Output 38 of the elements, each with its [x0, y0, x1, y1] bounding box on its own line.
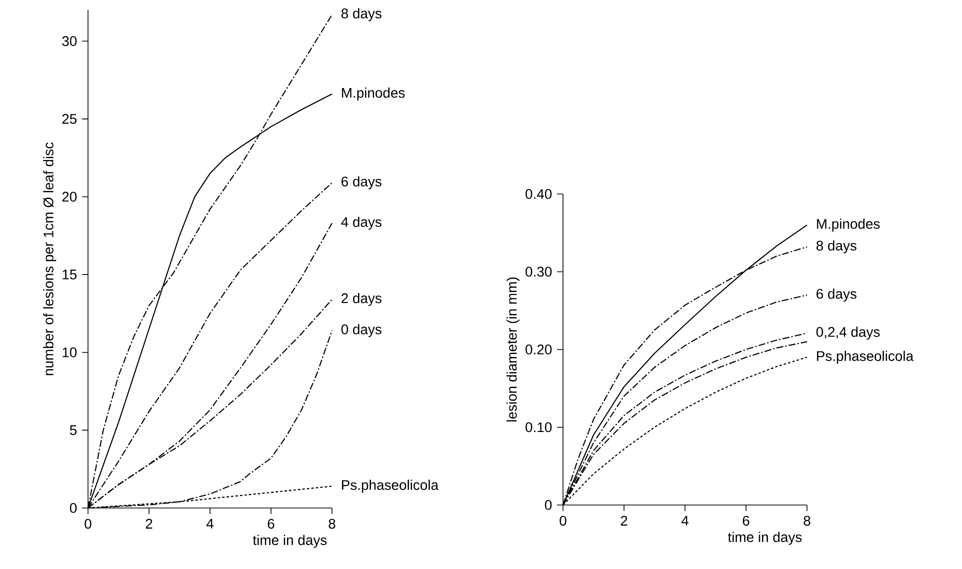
series-label: 0 days	[341, 324, 382, 338]
y-tick-label: 15	[62, 270, 77, 280]
y-tick-label: 0.10	[526, 422, 552, 432]
y-tick-label: 30	[62, 36, 77, 46]
x-tick-label: 2	[146, 518, 152, 529]
series-label: 6 days	[342, 176, 382, 190]
y-tick-label: 0	[70, 503, 77, 513]
y-tick-label: 10	[62, 347, 77, 358]
x-tick-label: 8	[804, 516, 810, 526]
y-tick-label: 20	[62, 192, 77, 202]
x-tick-label: 6	[268, 518, 274, 529]
series-label: Ps.phaseolicola	[816, 350, 914, 364]
series-label: 0,2,4 days	[816, 326, 880, 340]
series-label: 8 days	[341, 8, 382, 22]
series-label: M.pinodes	[816, 218, 880, 232]
y-tick-label: 0.40	[526, 189, 552, 199]
y-axis-title: number of lesions per 1cm Ø leaf disc	[43, 142, 56, 376]
series-label: 4 days	[341, 216, 382, 230]
x-axis-title: time in days	[252, 534, 327, 548]
x-tick-label: 4	[206, 518, 214, 528]
x-tick-label: 2	[620, 516, 628, 526]
y-tick-label: 0.20	[526, 344, 552, 354]
series-label: Ps.phaseolicola	[342, 480, 439, 493]
y-tick-label: 5	[70, 425, 77, 436]
x-tick-label: 8	[328, 518, 336, 529]
y-tick-label: 25	[62, 114, 77, 124]
x-tick-label: 6	[742, 516, 750, 526]
series-label: M.pinodes	[342, 88, 405, 101]
x-tick-label: 4	[681, 516, 688, 526]
y-tick-label: 0	[544, 500, 552, 510]
x-axis-title: time in days	[728, 532, 802, 545]
x-tick-label: 0	[560, 516, 566, 526]
y-axis-title: lesion diameter (in mm)	[506, 278, 520, 422]
series-label: 8 days	[816, 240, 856, 254]
series-label: 2 days	[342, 292, 382, 306]
series-label: 6 days	[816, 288, 856, 302]
x-tick-label: 0	[84, 518, 92, 529]
y-tick-label: 0.30	[526, 266, 552, 277]
